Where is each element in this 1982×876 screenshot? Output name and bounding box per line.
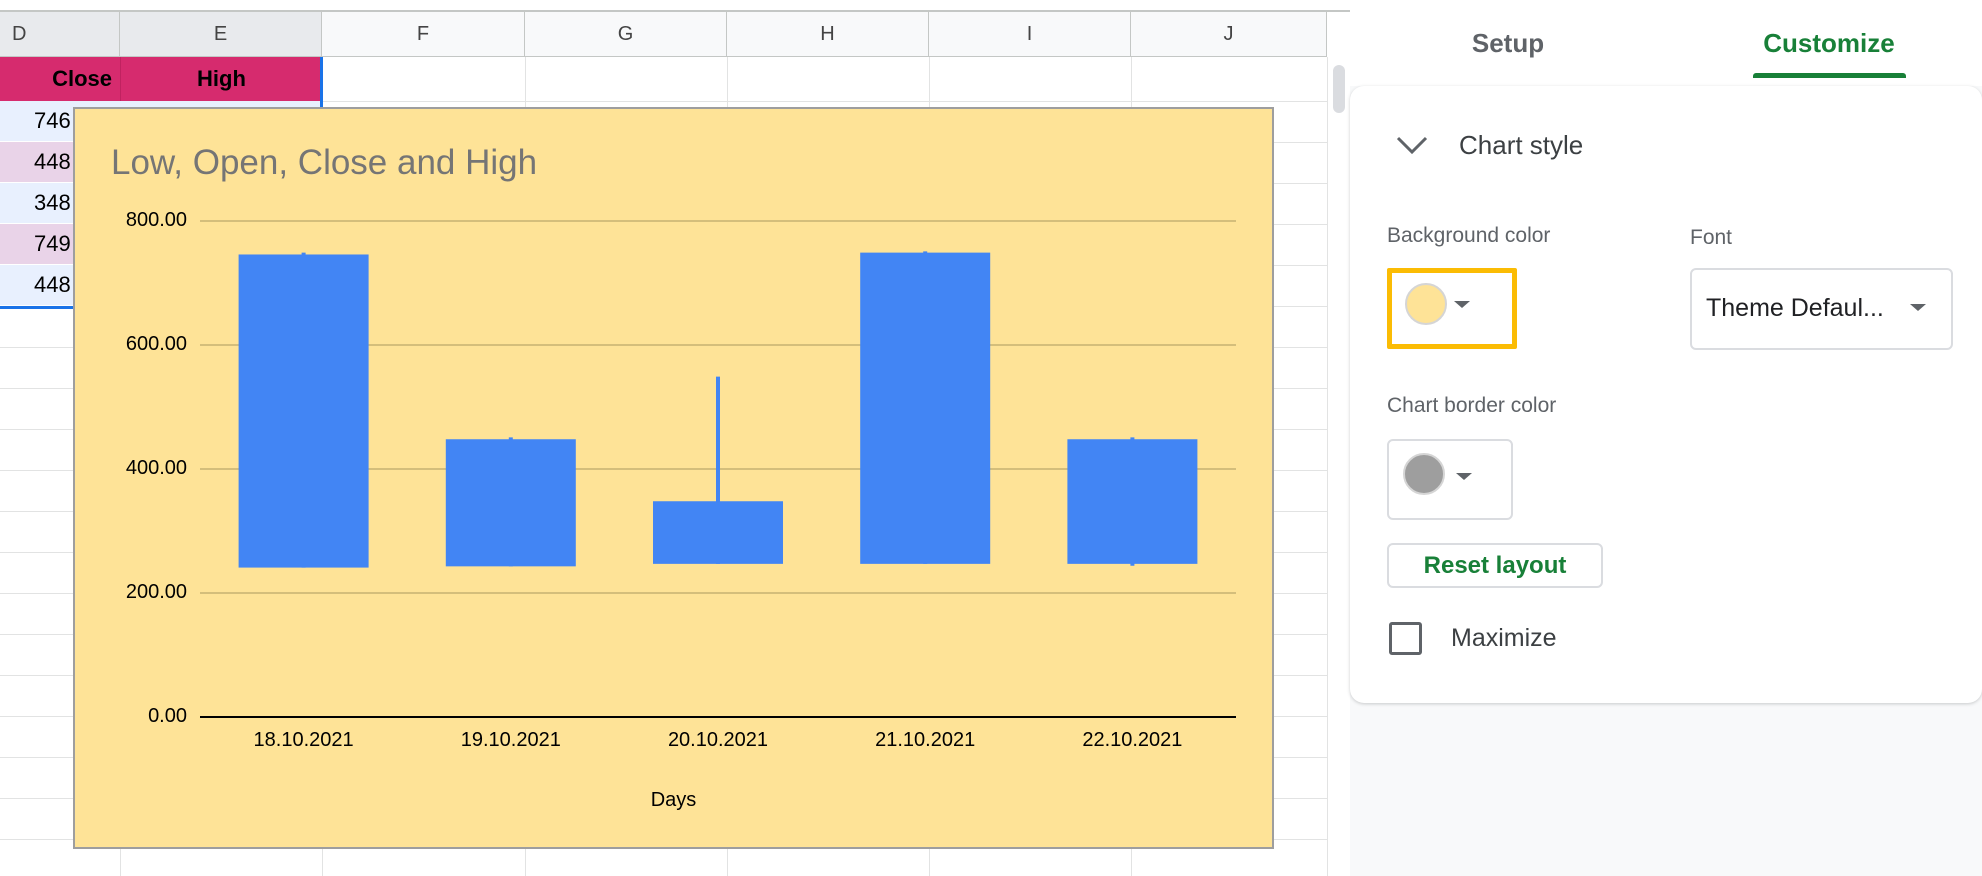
scrollbar-thumb[interactable]: [1333, 65, 1345, 113]
close-cell-value: 448: [34, 149, 71, 174]
vertical-scrollbar[interactable]: [1327, 57, 1350, 876]
tab-setup[interactable]: Setup: [1471, 28, 1545, 58]
header-close-text: Close: [52, 66, 112, 91]
color-swatch: [1403, 453, 1445, 495]
candle-body: [653, 501, 783, 564]
close-cell-value: 448: [34, 272, 71, 297]
x-axis-title: Days: [650, 789, 697, 811]
candle-body: [238, 254, 369, 568]
reset-layout-button[interactable]: Reset layout: [1387, 543, 1603, 588]
maximize-checkbox[interactable]: [1389, 622, 1422, 655]
dropdown-caret-icon: [1910, 304, 1926, 311]
x-tick-label: 20.10.2021: [667, 729, 769, 751]
y-tick-label: 600.00: [125, 333, 187, 355]
column-header-d[interactable]: D: [0, 12, 120, 57]
section-title[interactable]: Chart style: [1459, 130, 1584, 160]
candle-body: [860, 252, 991, 564]
chart-plot-area: [200, 220, 1236, 718]
close-cell-value: 746: [34, 108, 71, 133]
header-cell-high[interactable]: High: [120, 57, 322, 101]
header-cell-close[interactable]: Close: [0, 57, 120, 101]
chevron-down-icon[interactable]: [1395, 134, 1429, 156]
close-cell-value: 348: [34, 190, 71, 215]
background-color-button[interactable]: [1387, 268, 1517, 349]
candle-body: [445, 439, 576, 567]
column-header-i[interactable]: I: [929, 12, 1131, 57]
column-header-e[interactable]: E: [120, 12, 322, 57]
column-header-h[interactable]: H: [727, 12, 929, 57]
y-tick-label: 0.00: [148, 705, 187, 727]
active-tab-indicator: [1753, 73, 1906, 78]
x-tick-label: 22.10.2021: [1082, 729, 1183, 751]
y-tick-label: 400.00: [125, 457, 187, 479]
gridline: [0, 101, 1327, 102]
y-tick-label: 200.00: [125, 581, 187, 603]
font-label: Font: [1690, 226, 1733, 249]
close-cell-value: 749: [34, 231, 71, 256]
y-tick-label: 800.00: [125, 209, 187, 231]
chart-title: Low, Open, Close and High: [111, 143, 538, 182]
maximize-label[interactable]: Maximize: [1451, 624, 1557, 652]
background-color-label: Background color: [1387, 224, 1551, 247]
dropdown-caret-icon: [1456, 473, 1472, 480]
dropdown-caret-icon: [1454, 301, 1470, 308]
font-select[interactable]: Theme Defaul...: [1690, 268, 1953, 350]
x-tick-label: 21.10.2021: [875, 729, 976, 751]
border-color-label: Chart border color: [1387, 394, 1557, 417]
x-tick-label: 19.10.2021: [460, 729, 561, 751]
border-color-button[interactable]: [1387, 439, 1513, 520]
candlestick-chart[interactable]: Low, Open, Close and High Days 0.00 200.0…: [73, 107, 1274, 849]
tab-customize[interactable]: Customize: [1763, 28, 1895, 58]
x-tick-label: 18.10.2021: [253, 729, 354, 751]
color-swatch: [1405, 283, 1447, 325]
header-high-text: High: [197, 66, 246, 91]
column-header-g[interactable]: G: [525, 12, 727, 57]
grid-top-border: [0, 10, 1350, 12]
chart-style-card: Chart style Background color Font Theme …: [1350, 86, 1982, 703]
font-value: Theme Defaul...: [1706, 294, 1884, 322]
column-header-j[interactable]: J: [1131, 12, 1327, 57]
chart-editor-panel: Setup Customize Chart style Background c…: [1350, 0, 1982, 876]
column-header-f[interactable]: F: [322, 12, 525, 57]
candle-body: [1067, 439, 1198, 564]
